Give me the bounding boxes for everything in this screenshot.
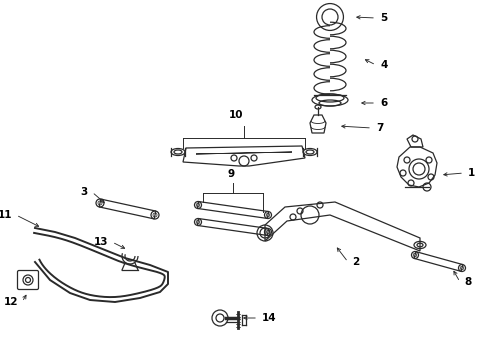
Text: 8: 8 — [464, 277, 471, 287]
Text: 12: 12 — [3, 297, 18, 307]
Text: 7: 7 — [376, 123, 383, 133]
Text: 6: 6 — [380, 98, 387, 108]
Text: 2: 2 — [352, 257, 359, 267]
Text: 14: 14 — [262, 313, 277, 323]
Text: 9: 9 — [227, 169, 235, 179]
Text: 4: 4 — [380, 60, 388, 70]
Text: 10: 10 — [229, 110, 243, 120]
Text: 1: 1 — [468, 168, 475, 178]
Text: 11: 11 — [0, 210, 12, 220]
Text: 13: 13 — [94, 237, 108, 247]
Text: 5: 5 — [380, 13, 387, 23]
Text: 3: 3 — [81, 187, 88, 197]
